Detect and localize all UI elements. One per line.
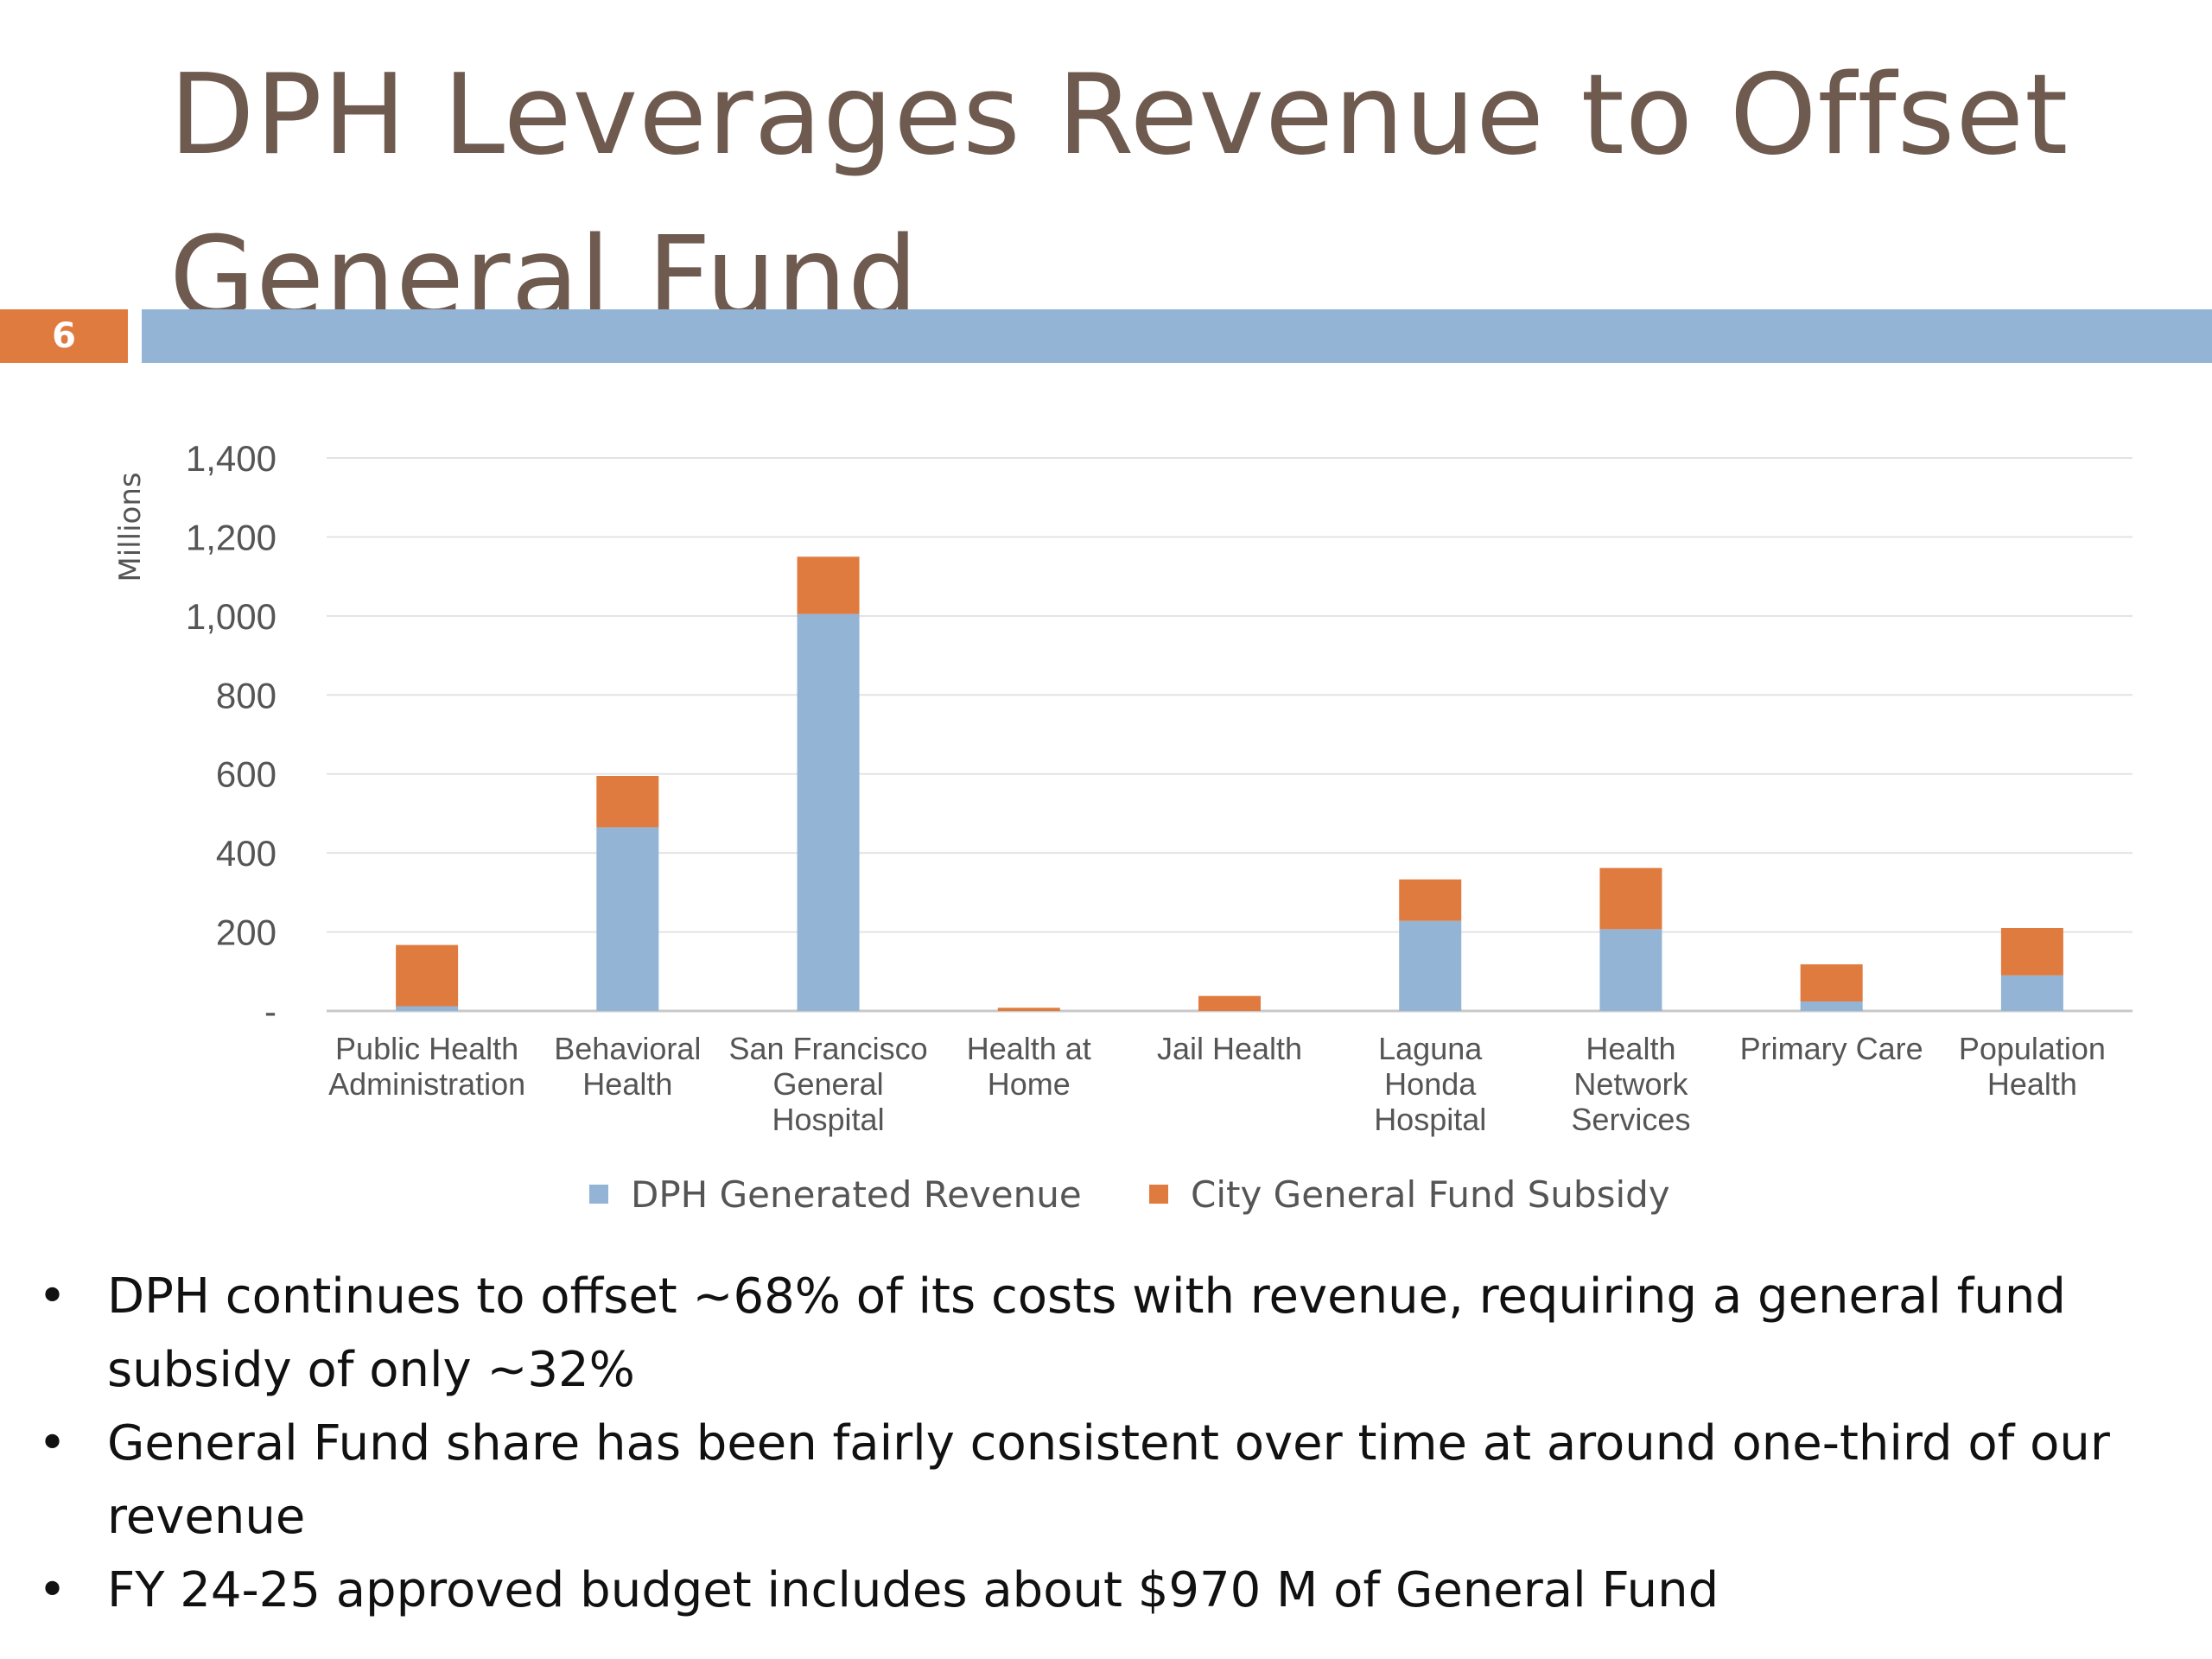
chart-legend: DPH Generated Revenue City General Fund …: [0, 1168, 2212, 1220]
x-tick-label: Administration: [328, 1066, 525, 1102]
x-tick-label: General: [773, 1066, 884, 1102]
bullet-item: • FY 24-25 approved budget includes about…: [35, 1554, 2177, 1627]
x-tick-label: Health at: [967, 1031, 1091, 1066]
bar-revenue: [396, 1006, 459, 1011]
bar-revenue: [1599, 929, 1662, 1011]
slide-number: 6: [0, 309, 128, 363]
bullet-text: FY 24-25 approved budget includes about …: [107, 1562, 1719, 1618]
bar-revenue: [797, 613, 860, 1011]
bar-subsidy: [596, 776, 659, 828]
bar-subsidy: [997, 1007, 1060, 1011]
slide-title: DPH Leverages Revenue to Offset General …: [169, 51, 2069, 342]
stacked-bar-chart: - 200 400 600 800 1,000 1,200 1,400 Millions Publ…: [113, 438, 2133, 1137]
y-tick-label: 600: [216, 754, 276, 795]
bullet-dot: •: [38, 1562, 67, 1618]
x-tick-label: Jail Health: [1157, 1031, 1302, 1066]
x-tick-label: Health: [582, 1066, 672, 1102]
x-tick-label: Services: [1571, 1102, 1690, 1137]
x-tick-label: Hospital: [772, 1102, 885, 1137]
y-tick-label: 1,400: [186, 438, 276, 479]
bullet-text: DPH continues to offset ~68% of its cost…: [107, 1268, 2066, 1398]
legend-item-revenue: DPH Generated Revenue: [589, 1168, 1082, 1220]
x-tick-label: San Francisco: [729, 1031, 928, 1066]
legend-label-revenue: DPH Generated Revenue: [631, 1173, 1082, 1216]
bar-revenue: [2000, 975, 2063, 1011]
legend-swatch-revenue: [589, 1185, 608, 1204]
bar-revenue: [1800, 1001, 1863, 1011]
x-tick-label: Health: [1987, 1066, 2077, 1102]
x-tick-label: Network: [1573, 1066, 1688, 1102]
legend-label-subsidy: City General Fund Subsidy: [1191, 1173, 1670, 1216]
bullet-dot: •: [38, 1415, 67, 1471]
bar-revenue: [1399, 920, 1462, 1011]
y-tick-label: 400: [216, 833, 276, 874]
bullet-text: General Fund share has been fairly consi…: [107, 1415, 2110, 1545]
x-tick-label: Primary Care: [1740, 1031, 1923, 1066]
x-tick-label: Hospital: [1374, 1102, 1486, 1137]
bar-subsidy: [1800, 964, 1863, 1002]
y-tick-label: 1,000: [186, 596, 276, 637]
y-axis-label: Millions: [113, 472, 148, 582]
bar-subsidy: [2000, 928, 2063, 976]
bar-subsidy: [1399, 879, 1462, 921]
x-tick-label: Laguna: [1378, 1031, 1483, 1066]
x-tick-label: Public Health: [335, 1031, 518, 1066]
bar-subsidy: [1198, 995, 1261, 1011]
bullet-item: • General Fund share has been fairly cons…: [35, 1407, 2177, 1554]
y-tick-label: 1,200: [186, 517, 276, 557]
title-rule: [142, 309, 2212, 363]
x-tick-label: Health: [1586, 1031, 1675, 1066]
y-tick-label: 800: [216, 675, 276, 715]
x-tick-label: Behavioral: [554, 1031, 701, 1066]
legend-swatch-subsidy: [1149, 1185, 1168, 1204]
x-tick-label: Population: [1959, 1031, 2106, 1066]
bar-revenue: [596, 827, 659, 1011]
bullet-dot: •: [38, 1268, 67, 1325]
bar-subsidy: [396, 944, 459, 1007]
bar-subsidy: [797, 556, 860, 614]
bullet-item: • DPH continues to offset ~68% of its cos…: [35, 1260, 2177, 1407]
bar-subsidy: [1599, 868, 1662, 930]
x-tick-label: Honda: [1384, 1066, 1477, 1102]
y-tick-label: 200: [216, 912, 276, 953]
bullet-list: • DPH continues to offset ~68% of its cos…: [35, 1260, 2177, 1627]
legend-item-subsidy: City General Fund Subsidy: [1149, 1168, 1670, 1220]
y-tick-label: -: [264, 991, 276, 1032]
x-tick-label: Home: [988, 1066, 1071, 1102]
